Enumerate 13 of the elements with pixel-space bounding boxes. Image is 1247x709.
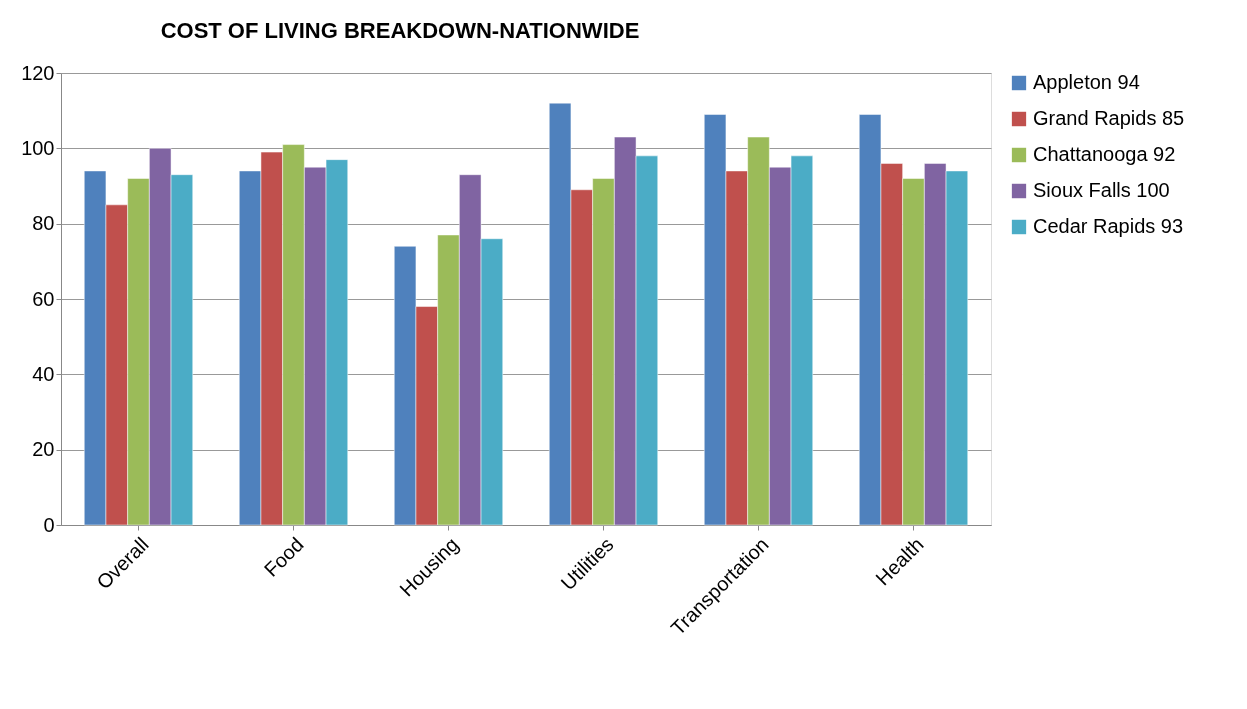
- y-tick-label: 40: [32, 362, 55, 385]
- legend-label: Appleton 94: [1033, 71, 1140, 93]
- chart-title: COST OF LIVING BREAKDOWN-NATIONWIDE: [160, 18, 640, 43]
- y-tick-label: 100: [21, 136, 55, 159]
- legend-label: Grand Rapids 85: [1033, 107, 1185, 129]
- y-tick-label: 60: [32, 287, 55, 310]
- legend-label: Chattanooga 92: [1033, 143, 1176, 165]
- y-tick-label: 80: [32, 212, 55, 235]
- y-tick-label: 0: [43, 513, 55, 536]
- legend-label: Sioux Falls 100: [1033, 179, 1170, 201]
- y-tick-label: 20: [32, 438, 55, 461]
- y-tick-label: 120: [21, 61, 55, 84]
- legend-label: Cedar Rapids 93: [1033, 215, 1184, 237]
